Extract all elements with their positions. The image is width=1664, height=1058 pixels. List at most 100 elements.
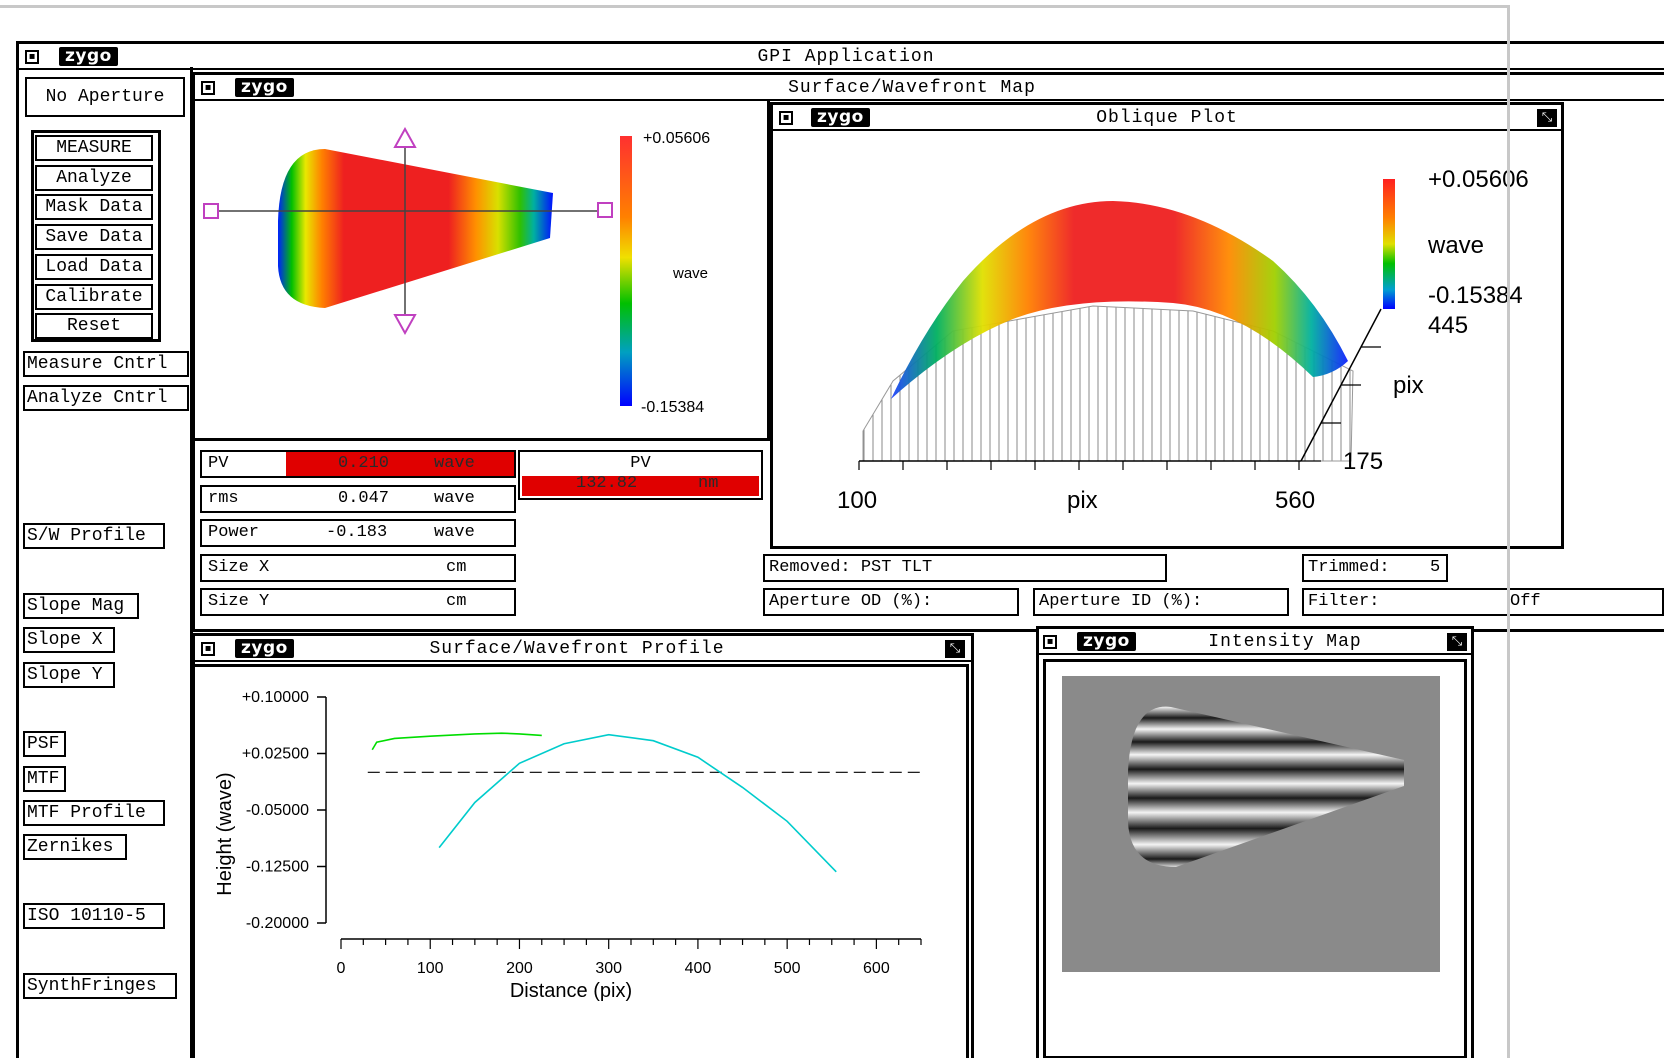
filter-field: Filter: Off [1302,588,1664,616]
measure-button[interactable]: MEASURE [35,135,153,161]
y-tick-label: -0.05000 [246,802,309,819]
surface-map-title: Surface/Wavefront Map [788,78,1036,98]
sidebar-divider [190,67,193,1058]
size-x-field: Size X cm [200,554,516,582]
profile-series-line-2 [438,733,837,873]
app-title: GPI Application [757,47,935,67]
zygo-logo: zygo [811,108,870,127]
window-menu-icon[interactable]: ▪ [201,81,215,95]
oblique-x-right: 560 [1275,487,1315,514]
removed-field: Removed: PST TLT [763,554,1167,582]
x-tick-label: 100 [417,960,444,977]
x-tick-label: 500 [774,960,801,977]
profile-title: Surface/Wavefront Profile [429,639,725,659]
no-aperture-button[interactable]: No Aperture [25,77,185,117]
y-axis-label: Height (wave) [214,772,236,895]
power-field: Power -0.183 wave [200,519,516,547]
zernikes-button[interactable]: Zernikes [23,834,127,860]
primary-button-group [31,130,161,342]
scale-unit-label: wave [672,265,708,282]
intensity-map-window: ▪ zygo Intensity Map ⤡ [1036,626,1474,1058]
profile-titlebar: ▪ zygo Surface/Wavefront Profile ⤡ [195,636,971,662]
slope-mag-button[interactable]: Slope Mag [23,593,139,619]
iso-10110-5-button[interactable]: ISO 10110-5 [23,903,165,929]
screen-edge-right [1507,5,1510,1058]
x-tick-label: 300 [595,960,622,977]
window-resize-icon[interactable]: ⤡ [945,640,965,658]
trimmed-field: Trimmed: 5 [1302,554,1448,582]
oblique-plot[interactable]: +0.05606 wave -0.15384 445 pix 175 100 p… [773,131,1563,549]
oblique-titlebar: ▪ zygo Oblique Plot ⤡ [773,105,1561,131]
oblique-color-bar [1383,179,1395,309]
x-tick-label: 200 [506,960,533,977]
fringe-pattern [1128,706,1404,867]
intensity-titlebar: ▪ zygo Intensity Map ⤡ [1039,629,1471,655]
intensity-image-frame [1043,659,1467,1058]
oblique-plot-window: ▪ zygo Oblique Plot ⤡ [770,102,1564,549]
oblique-scale-unit: wave [1427,232,1484,259]
zygo-logo: zygo [59,47,118,66]
zygo-logo: zygo [1077,632,1136,651]
oblique-y-bottom: 175 [1343,448,1383,475]
mtf-button[interactable]: MTF [23,766,66,792]
oblique-title: Oblique Plot [1096,108,1238,128]
x-tick-label: 400 [685,960,712,977]
surface-map-plot[interactable]: +0.05606 wave -0.15384 [195,101,770,441]
mtf-profile-button[interactable]: MTF Profile [23,800,165,826]
profile-handle-bottom [393,314,417,336]
zygo-logo: zygo [235,78,294,97]
y-tick-label: -0.12500 [246,859,309,876]
window-menu-icon[interactable]: ▪ [201,642,215,656]
pv-wave-field: PV 0.210 wave [200,450,516,478]
measure-cntrl-button[interactable]: Measure Cntrl [23,351,189,377]
oblique-surface [891,201,1348,399]
oblique-y-label: pix [1393,372,1424,399]
profile-window: ▪ zygo Surface/Wavefront Profile ⤡ +0.10… [192,633,974,1058]
scale-min-label: -0.15384 [641,399,704,416]
analyze-button[interactable]: Analyze [35,164,153,191]
window-menu-icon[interactable]: ▪ [25,50,39,64]
slope-x-button[interactable]: Slope X [23,627,115,653]
aperture-id-field: Aperture ID (%): [1033,588,1289,616]
psf-button[interactable]: PSF [23,731,66,757]
x-tick-label: 0 [337,960,346,977]
zygo-logo: zygo [235,639,294,658]
x-tick-label: 600 [863,960,890,977]
profile-handle-top [393,126,417,148]
profile-chart[interactable]: +0.10000 +0.02500 -0.05000 -0.12500 -0.20000… [195,667,965,1058]
aperture-od-field: Aperture OD (%): [763,588,1019,616]
sw-profile-button[interactable]: S/W Profile [23,523,165,549]
pv-nm-field: PV 132.82 nm [518,450,763,500]
reset-button[interactable]: Reset [35,313,153,340]
surface-map-titlebar: ▪ zygo Surface/Wavefront Map [195,75,1664,101]
window-menu-icon[interactable]: ▪ [779,111,793,125]
save-data-button[interactable]: Save Data [35,224,153,251]
oblique-x-label: pix [1067,487,1098,514]
calibrate-button[interactable]: Calibrate [35,283,153,310]
surface-shape [278,149,553,308]
analyze-cntrl-button[interactable]: Analyze Cntrl [23,385,189,411]
window-resize-icon[interactable]: ⤡ [1537,109,1557,127]
intensity-title: Intensity Map [1208,632,1362,652]
mask-data-button[interactable]: Mask Data [35,194,153,221]
size-y-field: Size Y cm [200,588,516,616]
y-tick-label: +0.02500 [242,746,309,763]
profile-handle-left [203,203,219,219]
window-resize-icon[interactable]: ⤡ [1447,633,1467,651]
scale-max-label: +0.05606 [643,130,710,147]
color-scale-bar [620,136,632,406]
slope-y-button[interactable]: Slope Y [23,662,115,688]
intensity-image[interactable] [1046,662,1464,1056]
oblique-y-top: 445 [1428,312,1468,339]
window-menu-icon[interactable]: ▪ [1043,635,1057,649]
app-titlebar: ▪ zygo GPI Application [19,44,1664,70]
y-tick-label: +0.10000 [242,689,309,706]
oblique-x-left: 100 [837,487,877,514]
surface-map-panel: +0.05606 wave -0.15384 [195,101,770,441]
oblique-scale-max: +0.05606 [1428,166,1529,193]
synth-fringes-button[interactable]: SynthFringes [23,973,177,999]
screen-edge-top [0,5,1510,8]
x-axis-label: Distance (pix) [510,980,632,1002]
profile-handle-right [597,202,613,218]
load-data-button[interactable]: Load Data [35,253,153,280]
